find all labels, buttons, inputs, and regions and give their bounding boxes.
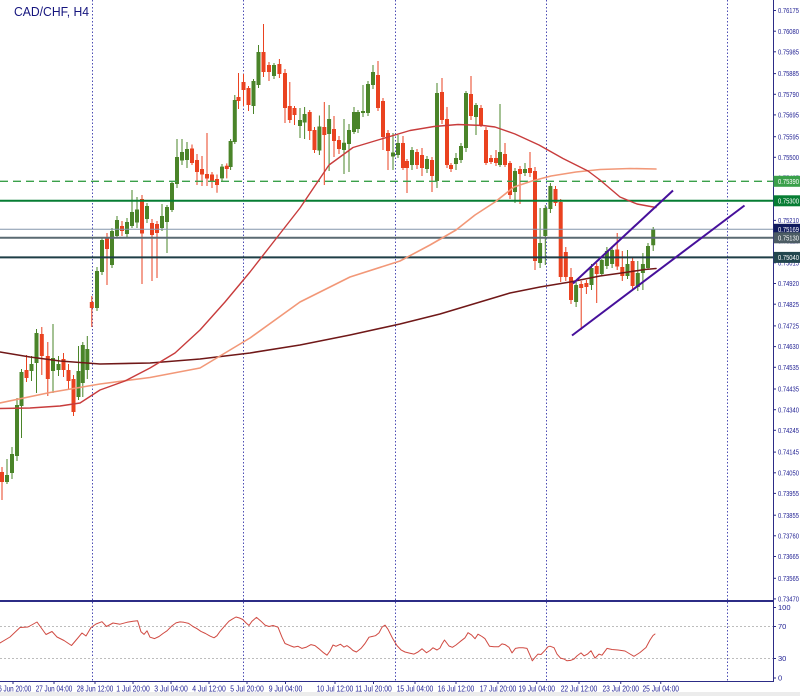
svg-text:3 Jul 04:00: 3 Jul 04:00: [154, 685, 188, 694]
svg-text:16 Jul 12:00: 16 Jul 12:00: [438, 685, 475, 694]
svg-text:0.74920: 0.74920: [778, 279, 799, 288]
svg-text:0.76175: 0.76175: [778, 6, 799, 15]
svg-text:30: 30: [778, 654, 786, 663]
svg-text:0.75695: 0.75695: [778, 111, 799, 120]
svg-text:0.75040: 0.75040: [778, 253, 799, 262]
svg-text:4 Jul 12:00: 4 Jul 12:00: [192, 685, 226, 694]
svg-text:0.74435: 0.74435: [778, 385, 799, 394]
svg-text:100: 100: [778, 603, 791, 612]
svg-text:0.73855: 0.73855: [778, 511, 799, 520]
svg-text:0.75390: 0.75390: [778, 177, 799, 186]
svg-text:0.74630: 0.74630: [778, 342, 799, 351]
svg-text:0.75500: 0.75500: [778, 153, 799, 162]
svg-text:0.75210: 0.75210: [778, 216, 799, 225]
svg-text:5 Jul 20:00: 5 Jul 20:00: [230, 685, 264, 694]
svg-text:19 Jul 04:00: 19 Jul 04:00: [518, 685, 555, 694]
svg-text:28 Jun 12:00: 28 Jun 12:00: [77, 685, 114, 694]
svg-text:0.74535: 0.74535: [778, 363, 799, 372]
svg-text:CAD/CHF, H4: CAD/CHF, H4: [14, 4, 89, 19]
svg-text:23 Jul 20:00: 23 Jul 20:00: [602, 685, 639, 694]
svg-text:0.73665: 0.73665: [778, 552, 799, 561]
svg-text:0.75595: 0.75595: [778, 132, 799, 141]
svg-text:22 Jul 12:00: 22 Jul 12:00: [561, 685, 598, 694]
svg-text:0: 0: [778, 674, 782, 683]
svg-text:0.75300: 0.75300: [778, 196, 799, 205]
svg-text:0.73565: 0.73565: [778, 574, 799, 583]
svg-text:0.75885: 0.75885: [778, 69, 799, 78]
svg-text:0.75130: 0.75130: [778, 233, 799, 242]
svg-text:26 Jun 20:00: 26 Jun 20:00: [0, 685, 32, 694]
svg-text:0.74825: 0.74825: [778, 300, 799, 309]
svg-text:0.73955: 0.73955: [778, 489, 799, 498]
svg-text:0.74050: 0.74050: [778, 468, 799, 477]
svg-text:0.74245: 0.74245: [778, 426, 799, 435]
svg-text:0.75790: 0.75790: [778, 90, 799, 99]
svg-text:17 Jul 20:00: 17 Jul 20:00: [480, 685, 517, 694]
svg-text:15 Jul 04:00: 15 Jul 04:00: [397, 685, 434, 694]
svg-text:27 Jun 04:00: 27 Jun 04:00: [36, 685, 73, 694]
svg-text:10 Jul 12:00: 10 Jul 12:00: [317, 685, 354, 694]
svg-text:25 Jul 04:00: 25 Jul 04:00: [642, 685, 679, 694]
svg-text:0.73470: 0.73470: [778, 595, 799, 604]
svg-text:0.76080: 0.76080: [778, 27, 799, 36]
svg-text:0.75985: 0.75985: [778, 47, 799, 56]
svg-text:0.74725: 0.74725: [778, 322, 799, 331]
svg-text:0.75169: 0.75169: [778, 225, 799, 234]
svg-text:70: 70: [778, 622, 786, 631]
svg-text:9 Jul 04:00: 9 Jul 04:00: [269, 685, 303, 694]
svg-text:1 Jul 20:00: 1 Jul 20:00: [116, 685, 150, 694]
svg-text:0.74340: 0.74340: [778, 405, 799, 414]
svg-text:0.73760: 0.73760: [778, 531, 799, 540]
svg-text:11 Jul 20:00: 11 Jul 20:00: [355, 685, 392, 694]
svg-text:0.74145: 0.74145: [778, 448, 799, 457]
